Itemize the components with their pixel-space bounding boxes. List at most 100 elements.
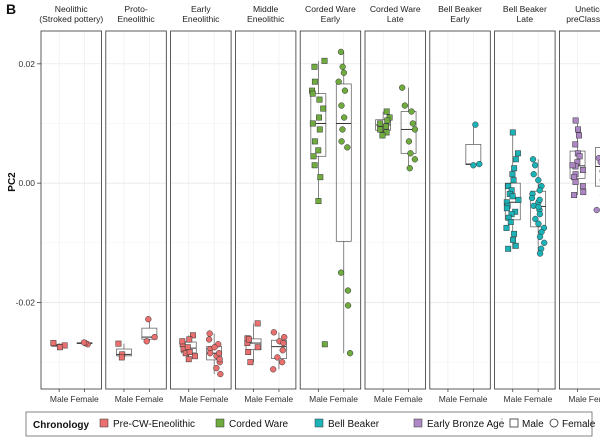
data-point-female bbox=[344, 287, 352, 294]
facet-title: Unetice bbox=[575, 4, 600, 14]
data-point-male bbox=[245, 336, 252, 343]
data-point-male bbox=[377, 126, 384, 133]
facet-title: (Stroked pottery) bbox=[39, 14, 103, 24]
data-point-male bbox=[310, 153, 317, 160]
data-point-male bbox=[317, 174, 324, 181]
data-point-male bbox=[503, 205, 510, 212]
x-tick-label: Female bbox=[524, 394, 553, 404]
panel-background bbox=[559, 31, 600, 389]
legend-shape-label: Male bbox=[522, 419, 544, 430]
data-point-male bbox=[190, 332, 196, 339]
panel-background bbox=[300, 31, 361, 389]
legend-frame bbox=[25, 411, 593, 437]
data-point-female bbox=[535, 203, 542, 211]
legend-label-eba: Early Bronze Age bbox=[427, 419, 505, 430]
y-axis-title: PC2 bbox=[7, 172, 18, 192]
data-point-male bbox=[321, 341, 328, 348]
data-point-male bbox=[254, 320, 261, 327]
data-point-female bbox=[536, 250, 544, 257]
data-point-male bbox=[311, 63, 318, 70]
facet-panel: Neolithic(Stroked pottery) Male Female bbox=[39, 4, 103, 404]
facet-title: Middle bbox=[253, 4, 279, 14]
data-point-male bbox=[576, 132, 582, 139]
data-point-female bbox=[528, 194, 536, 202]
panel-background bbox=[235, 31, 296, 389]
data-point-female bbox=[217, 370, 224, 378]
data-point-male bbox=[511, 165, 518, 172]
data-point-male bbox=[185, 356, 192, 363]
data-point-female bbox=[341, 87, 349, 94]
data-point-male bbox=[509, 171, 516, 178]
data-point-male bbox=[316, 114, 322, 121]
data-point-female bbox=[597, 159, 600, 166]
data-point-female bbox=[470, 162, 477, 169]
facet-title: Early bbox=[321, 14, 341, 24]
data-point-female bbox=[270, 329, 278, 336]
legend-label-pre: Pre-CW-Eneolithic bbox=[113, 419, 195, 430]
panel-background bbox=[365, 31, 426, 389]
facet-title: Eneolithic bbox=[117, 14, 155, 24]
y-tick-label: 0.02 bbox=[18, 59, 35, 69]
facet-title: preClassical bbox=[566, 14, 600, 24]
x-tick-label: Female bbox=[459, 394, 488, 404]
box-iqr bbox=[335, 83, 352, 242]
legend-swatch-eba bbox=[413, 418, 423, 428]
data-point-female bbox=[529, 156, 537, 163]
data-point-female bbox=[206, 350, 214, 357]
data-point-male bbox=[191, 353, 198, 360]
legend-swatch-bb bbox=[314, 418, 324, 428]
data-point-female bbox=[530, 171, 537, 178]
data-point-female bbox=[536, 211, 543, 218]
data-point-male bbox=[311, 162, 318, 169]
facet-title: Neolithic bbox=[55, 4, 89, 14]
data-point-female bbox=[409, 120, 417, 127]
x-tick-label: Male bbox=[568, 394, 587, 404]
data-point-female bbox=[535, 177, 542, 184]
data-point-female bbox=[399, 84, 406, 91]
panel-background bbox=[494, 31, 556, 389]
x-tick-label: Female bbox=[135, 394, 164, 404]
data-point-male bbox=[245, 349, 252, 355]
data-point-male bbox=[254, 344, 261, 351]
data-point-male bbox=[186, 349, 193, 355]
data-point-female bbox=[531, 162, 539, 169]
data-point-female bbox=[476, 160, 483, 168]
data-point-male bbox=[115, 340, 122, 347]
data-point-female bbox=[270, 366, 277, 373]
data-point-female bbox=[406, 165, 413, 172]
x-tick-label: Female bbox=[330, 394, 359, 404]
data-point-male bbox=[316, 126, 323, 133]
data-point-female bbox=[472, 121, 479, 128]
data-point-male bbox=[579, 183, 586, 190]
panel-border bbox=[299, 30, 362, 390]
y-axis: 0.02 0.00 -0.02 bbox=[16, 59, 41, 307]
x-tick-label: Male bbox=[374, 394, 393, 404]
facet-title: Early bbox=[450, 14, 470, 24]
data-point-male bbox=[572, 179, 579, 185]
x-tick-label: Male bbox=[244, 394, 263, 404]
data-point-female bbox=[532, 215, 539, 223]
data-point-female bbox=[344, 302, 352, 309]
data-point-female bbox=[541, 239, 548, 246]
data-point-male bbox=[186, 336, 193, 343]
data-point-male bbox=[377, 120, 384, 127]
panel-border bbox=[40, 30, 102, 390]
data-point-male bbox=[384, 117, 391, 124]
data-point-female bbox=[337, 269, 345, 276]
data-point-female bbox=[216, 356, 223, 363]
data-point-male bbox=[311, 78, 318, 85]
data-point-female bbox=[344, 144, 351, 151]
data-point-male bbox=[580, 189, 587, 196]
data-point-female bbox=[408, 108, 415, 115]
data-point-male bbox=[118, 354, 125, 361]
data-point-male bbox=[320, 105, 327, 112]
data-point-female bbox=[205, 336, 213, 343]
data-point-male bbox=[507, 218, 514, 225]
x-tick-label: Female bbox=[394, 394, 423, 404]
data-point-female bbox=[535, 220, 542, 227]
